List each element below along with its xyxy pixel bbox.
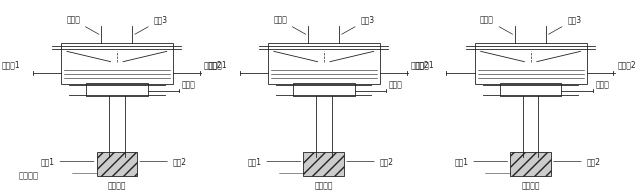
Text: 活塞2: 活塞2 bbox=[140, 157, 187, 166]
Bar bbox=[500, 83, 561, 96]
Text: 活塞1: 活塞1 bbox=[454, 157, 508, 166]
Text: 活塞3: 活塞3 bbox=[342, 15, 374, 34]
Polygon shape bbox=[510, 152, 551, 176]
Text: 调节弹簧: 调节弹簧 bbox=[108, 182, 126, 191]
Text: 调节弹簧: 调节弹簧 bbox=[314, 182, 333, 191]
Text: 调节弹簧: 调节弹簧 bbox=[522, 182, 540, 191]
Text: 活塞1: 活塞1 bbox=[40, 157, 94, 166]
Bar bbox=[86, 83, 148, 96]
Text: 活塞2: 活塞2 bbox=[554, 157, 601, 166]
Text: 出油口2: 出油口2 bbox=[411, 60, 429, 69]
Text: 出油口2: 出油口2 bbox=[204, 60, 223, 69]
Text: 注：图示: 注：图示 bbox=[19, 171, 38, 180]
Text: 活塞2: 活塞2 bbox=[347, 157, 394, 166]
Text: 进油口: 进油口 bbox=[273, 15, 306, 34]
Text: 出油口1: 出油口1 bbox=[415, 60, 434, 69]
Text: 出油口1: 出油口1 bbox=[209, 60, 227, 69]
Text: 出油口1: 出油口1 bbox=[2, 60, 20, 69]
Text: 出油口: 出油口 bbox=[596, 80, 609, 89]
Text: 出油口2: 出油口2 bbox=[618, 60, 636, 69]
Text: 出油口: 出油口 bbox=[182, 80, 196, 89]
Text: 进油口: 进油口 bbox=[67, 15, 99, 34]
Bar bbox=[293, 83, 355, 96]
Text: 进油口: 进油口 bbox=[480, 15, 513, 34]
Polygon shape bbox=[303, 152, 344, 176]
Text: 活塞3: 活塞3 bbox=[135, 15, 168, 34]
Text: 活塞1: 活塞1 bbox=[248, 157, 301, 166]
Text: 出油口: 出油口 bbox=[389, 80, 403, 89]
Text: 活塞3: 活塞3 bbox=[548, 15, 581, 34]
Polygon shape bbox=[97, 152, 137, 176]
